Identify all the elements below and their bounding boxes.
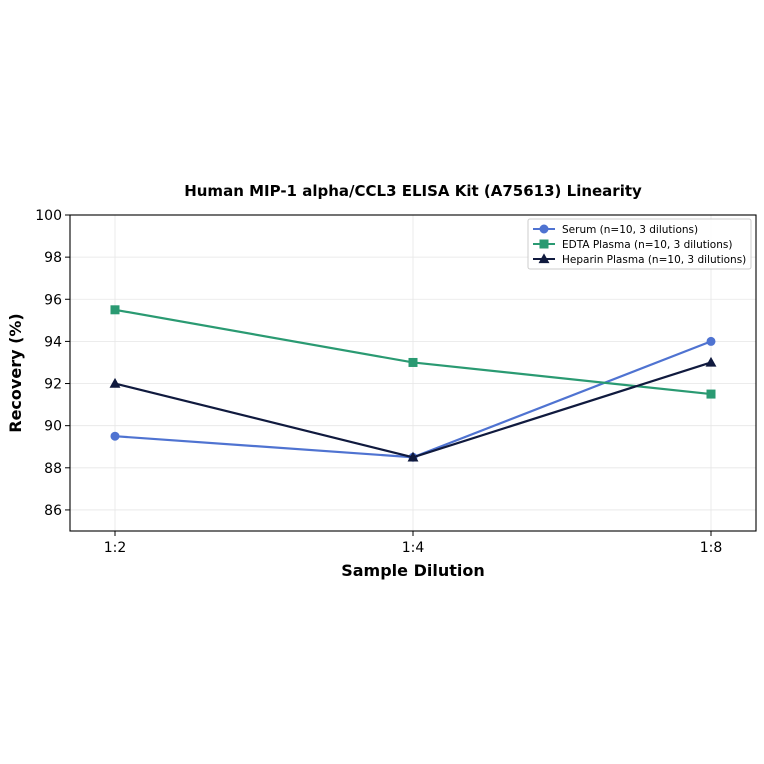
axis-ticks: 86 88 90 92 94 96 98 100 1:2 1:4 1:8 — [35, 208, 722, 556]
x-tick-label: 1:8 — [700, 540, 723, 556]
legend-label: EDTA Plasma (n=10, 3 dilutions) — [562, 239, 732, 251]
data-point — [407, 451, 419, 462]
legend-entry: EDTA Plasma (n=10, 3 dilutions) — [533, 239, 732, 251]
data-point — [110, 431, 120, 441]
data-point — [705, 356, 717, 367]
y-tick-label: 98 — [44, 250, 62, 266]
x-axis-label: Sample Dilution — [341, 561, 485, 580]
y-tick-label: 86 — [44, 503, 62, 519]
legend-box — [527, 218, 752, 270]
data-point — [110, 305, 120, 315]
series-layer — [109, 305, 717, 462]
y-tick-label: 88 — [44, 461, 62, 477]
legend-entry: Serum (n=10, 3 dilutions) — [533, 224, 698, 236]
data-point — [706, 389, 716, 399]
legend-marker — [539, 224, 549, 234]
y-tick-label: 94 — [44, 334, 62, 350]
data-point — [109, 377, 121, 388]
legend-marker — [539, 239, 549, 249]
y-tick-label: 100 — [35, 208, 62, 224]
legend-entry: Heparin Plasma (n=10, 3 dilutions) — [533, 253, 746, 266]
data-point — [706, 336, 716, 346]
legend-label: Serum (n=10, 3 dilutions) — [562, 224, 698, 236]
x-tick-label: 1:4 — [402, 540, 425, 556]
x-tick-label: 1:2 — [104, 540, 127, 556]
y-tick-label: 92 — [44, 377, 62, 393]
series-square — [110, 305, 716, 399]
y-tick-label: 90 — [44, 419, 62, 435]
data-point — [408, 357, 418, 367]
y-tick-label: 96 — [44, 292, 62, 308]
series-triangle — [109, 356, 717, 462]
chart-title: Human MIP-1 alpha/CCL3 ELISA Kit (A75613… — [184, 182, 642, 200]
y-axis-label: Recovery (%) — [6, 313, 25, 432]
legend-marker — [538, 253, 550, 264]
legend: Serum (n=10, 3 dilutions) EDTA Plasma (n=… — [527, 218, 752, 270]
legend-label: Heparin Plasma (n=10, 3 dilutions) — [562, 254, 746, 266]
